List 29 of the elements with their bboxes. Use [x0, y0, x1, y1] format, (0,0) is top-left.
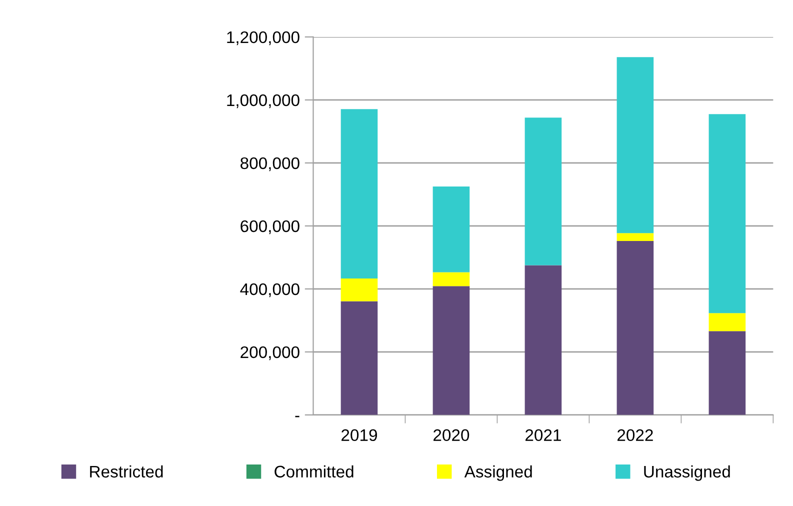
bar	[432, 286, 470, 415]
bar	[708, 313, 746, 332]
y-tick-label: -	[295, 416, 300, 418]
y-tick-label: 800,000	[240, 157, 300, 172]
y-tick-label: 200,000	[240, 346, 300, 360]
legend-label: Restricted	[90, 465, 163, 478]
y-tick-label: 400,000	[240, 283, 300, 298]
bar	[524, 118, 562, 266]
bar	[432, 272, 470, 286]
x-tick-label: 2022	[617, 429, 653, 442]
y-tick-label: 600,000	[240, 220, 300, 234]
legend-label: Committed	[274, 465, 354, 478]
bar	[616, 241, 654, 415]
bar	[340, 278, 378, 302]
x-tick-label: 2021	[526, 429, 561, 442]
bar	[340, 109, 378, 279]
bar	[616, 233, 654, 242]
y-tick-label: 1,200,000	[227, 31, 300, 46]
legend-label: Unassigned	[644, 465, 730, 481]
bar	[432, 186, 470, 272]
x-tick-label: 2019	[342, 429, 377, 442]
y-tick-label: 1,000,000	[227, 94, 300, 108]
bar	[340, 301, 378, 415]
bar	[616, 57, 654, 234]
legend-label: Assigned	[464, 465, 532, 481]
x-tick-label: 2020	[434, 429, 470, 442]
bar	[708, 114, 746, 314]
bar	[708, 331, 746, 415]
bar	[524, 265, 562, 415]
